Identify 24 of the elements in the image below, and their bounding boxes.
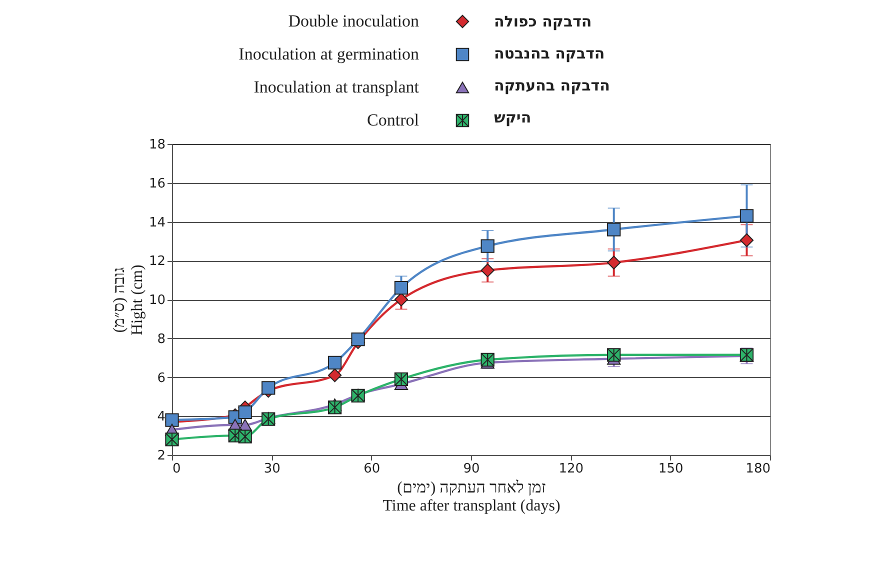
y-tick-label: 6: [157, 370, 166, 386]
y-tick-label: 14: [148, 215, 166, 230]
text: הדבקה בהעתקה: [494, 76, 610, 94]
x-tick-label: 0: [172, 462, 181, 476]
y-tick-label: 2: [157, 448, 166, 464]
y-tick-label: 8: [157, 332, 166, 347]
legend-label: Double inoculation: [288, 12, 420, 30]
x-tick-label: 180: [746, 462, 770, 476]
y-tick-label: 18: [148, 138, 166, 152]
x-tick-label: 150: [658, 462, 684, 476]
legend-label: Inoculation at germination: [238, 44, 420, 64]
y-tick-label: 4: [157, 410, 166, 425]
text: הדבקה כפולה: [494, 12, 592, 30]
x-tick-label: 90: [463, 462, 480, 476]
x-tick-label: 60: [364, 462, 380, 476]
y-tick-label: 10: [148, 293, 166, 308]
x-tick-label: 120: [558, 462, 584, 476]
y-tick-label: 12: [148, 254, 166, 270]
x-tick-label: 30: [264, 462, 280, 476]
legend-label: Control: [367, 110, 420, 130]
legend-label: Inoculation at transplant: [254, 78, 420, 96]
y-tick-label: 16: [148, 176, 166, 192]
text: היקש: [494, 108, 532, 126]
text: הדבקה בהנבטה: [494, 44, 605, 62]
